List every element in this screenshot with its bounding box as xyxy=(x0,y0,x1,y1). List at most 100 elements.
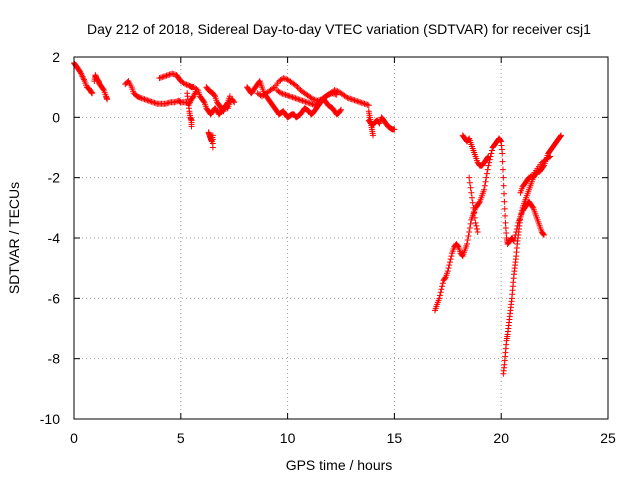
data-point xyxy=(439,283,446,290)
data-point xyxy=(337,107,344,114)
data-points xyxy=(71,60,565,377)
x-axis-label: GPS time / hours xyxy=(286,457,393,473)
data-point xyxy=(471,214,478,221)
data-point xyxy=(193,86,200,93)
data-point xyxy=(166,71,173,78)
data-point xyxy=(326,91,333,98)
data-point xyxy=(437,289,444,296)
series-seg-g xyxy=(203,84,233,115)
data-point xyxy=(283,92,290,99)
data-point xyxy=(211,92,218,99)
data-point xyxy=(145,97,152,104)
data-point xyxy=(481,182,488,189)
data-point xyxy=(362,101,369,108)
data-point xyxy=(141,96,148,103)
data-point xyxy=(295,96,302,103)
data-point xyxy=(547,153,554,160)
data-point xyxy=(464,241,471,248)
data-point xyxy=(473,222,480,229)
data-point xyxy=(231,99,238,106)
data-point xyxy=(306,100,313,107)
data-point xyxy=(291,94,298,101)
data-point xyxy=(557,133,564,140)
data-point xyxy=(291,81,298,88)
data-point xyxy=(529,203,536,210)
data-point xyxy=(481,186,488,193)
x-tick-label: 25 xyxy=(600,430,616,446)
data-point xyxy=(182,81,189,88)
data-point xyxy=(466,228,473,235)
data-point xyxy=(137,94,144,101)
data-point xyxy=(333,87,340,94)
y-axis-label: SDTVAR / TECUs xyxy=(6,182,22,294)
data-point xyxy=(528,172,535,179)
y-tick-labels: -10 -8 -6 -4 -2 0 2 xyxy=(40,49,60,427)
data-point xyxy=(329,90,336,97)
data-point xyxy=(140,95,147,102)
data-point xyxy=(270,85,277,92)
data-point xyxy=(499,158,506,165)
y-tick-label: -2 xyxy=(48,170,61,186)
data-point xyxy=(465,136,472,143)
y-tick-label: 2 xyxy=(52,49,60,65)
data-point xyxy=(281,91,288,98)
data-point xyxy=(503,229,510,236)
data-point xyxy=(151,99,158,106)
data-point xyxy=(303,99,310,106)
data-point xyxy=(468,189,475,196)
data-point xyxy=(163,72,170,79)
data-point xyxy=(499,166,506,173)
data-point xyxy=(370,132,377,139)
series-seg-m xyxy=(431,135,547,314)
data-point xyxy=(485,153,492,160)
data-point xyxy=(483,170,490,177)
data-point xyxy=(354,98,361,105)
data-point xyxy=(230,98,237,105)
data-point xyxy=(332,91,339,98)
data-point xyxy=(345,95,352,102)
data-point xyxy=(355,98,362,105)
x-tick-label: 10 xyxy=(280,430,296,446)
data-point xyxy=(472,219,479,226)
data-point xyxy=(279,90,286,97)
data-point xyxy=(465,232,472,239)
data-point xyxy=(473,225,480,232)
data-point xyxy=(500,174,507,181)
data-point xyxy=(464,237,471,244)
y-tick-label: -4 xyxy=(48,230,61,246)
data-point xyxy=(501,205,508,212)
data-point xyxy=(467,220,474,227)
data-point xyxy=(540,230,547,237)
data-point xyxy=(200,98,207,105)
data-point xyxy=(484,154,491,161)
data-point xyxy=(300,98,307,105)
data-point xyxy=(330,90,337,97)
data-point xyxy=(469,199,476,206)
data-point xyxy=(358,99,365,106)
data-point xyxy=(485,162,492,169)
data-point xyxy=(447,256,454,263)
data-point xyxy=(331,87,338,94)
data-point xyxy=(558,132,565,139)
data-point xyxy=(305,99,312,106)
data-point xyxy=(518,207,525,214)
data-point xyxy=(256,79,263,86)
data-point xyxy=(361,100,368,107)
chart-title: Day 212 of 2018, Sidereal Day-to-day VTE… xyxy=(87,21,591,37)
data-point xyxy=(375,119,382,126)
data-point xyxy=(391,126,398,133)
data-point xyxy=(142,96,149,103)
data-point xyxy=(499,150,506,157)
data-point xyxy=(293,95,300,102)
data-point xyxy=(441,275,448,282)
data-point xyxy=(150,99,157,106)
data-point xyxy=(365,102,372,109)
data-point xyxy=(76,68,83,75)
data-point xyxy=(459,252,466,259)
data-point xyxy=(488,147,495,154)
data-point xyxy=(280,75,287,82)
data-point xyxy=(315,100,322,107)
series-seg-o xyxy=(466,174,481,235)
series-seg-i xyxy=(254,75,372,109)
